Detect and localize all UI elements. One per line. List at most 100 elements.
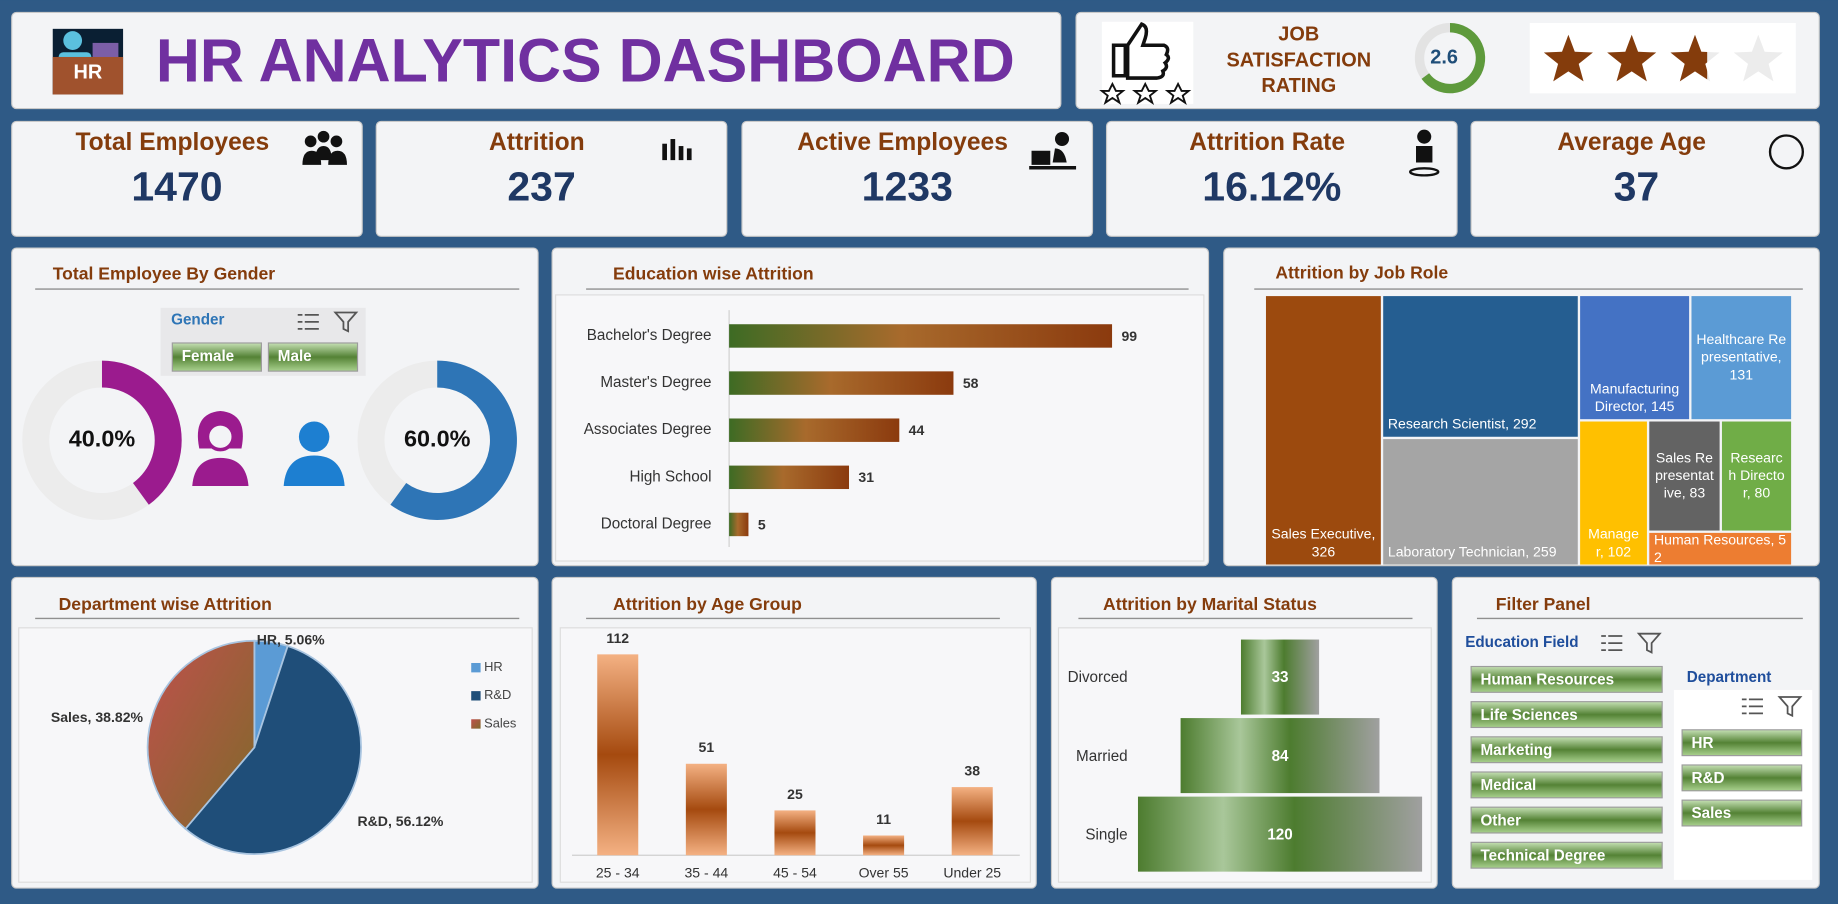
slicer-icons [297, 311, 1803, 718]
value-label: 112 [606, 630, 629, 646]
section-rules [35, 288, 1803, 620]
bar [774, 810, 816, 856]
dashboard-title: HR ANALYTICS DASHBOARD [156, 26, 1015, 94]
donut-label: 60.0% [404, 425, 471, 451]
tile-label: Manager, 102 [1588, 525, 1639, 560]
pie-slice [146, 639, 256, 831]
tile-label: Manufacturing Director, 145 [1590, 380, 1680, 415]
header-icon [52, 28, 124, 95]
tile-label: Healthcare Representative, 131 [1696, 331, 1787, 383]
kpi-title: Average Age [1557, 129, 1706, 156]
category-label: Bachelor's Degree [587, 327, 712, 344]
slicer-item: Sales [1691, 805, 1731, 822]
funnel-bar [1180, 718, 1380, 794]
tile-label: Sales Representative, 83 [1655, 449, 1714, 502]
bar [729, 418, 900, 442]
star [1543, 34, 1593, 82]
kpi-value: 1233 [862, 163, 953, 209]
slicer-item: Life Sciences [1480, 707, 1577, 724]
category-label: 35 - 44 [684, 865, 728, 881]
kpi-title: Active Employees [797, 129, 1008, 156]
kpi-value: 1470 [131, 163, 222, 209]
slicer-item: Medical [1480, 777, 1536, 794]
slicer-item: Marketing [1480, 742, 1552, 759]
star-empty [1733, 34, 1783, 82]
treemap-tile [1721, 421, 1792, 531]
donut-segment [101, 360, 182, 505]
chart-title: Attrition by Age Group [613, 594, 802, 614]
value-label: 11 [876, 811, 891, 827]
slicer-button [1681, 764, 1803, 792]
category-label: 25 - 34 [596, 865, 640, 881]
tile-label: Research Director, 80 [1728, 449, 1785, 502]
chart-title: Department wise Attrition [59, 594, 272, 614]
bar [685, 763, 727, 856]
slicer-button [1470, 771, 1663, 799]
donut-label: 40.0% [69, 425, 136, 451]
bar [729, 371, 954, 395]
kpi-value: 16.12% [1202, 163, 1341, 209]
slicer-button [1470, 736, 1663, 764]
slicer-item: Female [182, 348, 234, 365]
category-label: Under 25 [943, 865, 1001, 881]
kpi-value: 237 [507, 163, 575, 209]
kpi-title: Attrition Rate [1189, 129, 1345, 156]
female-icon [192, 410, 249, 486]
treemap-tile [1580, 421, 1647, 565]
slicer-title: Department [1687, 669, 1772, 686]
legend-swatch [471, 719, 481, 729]
bar [729, 512, 749, 537]
category-label: Single [1085, 826, 1127, 843]
slicer-item: HR [1691, 735, 1713, 752]
tile-label-box: Sales Executive, 326 [1271, 526, 1375, 560]
slicer-item: Male [278, 348, 312, 365]
slicer-button [1470, 841, 1663, 869]
chart-title: Attrition by Marital Status [1103, 594, 1317, 614]
slicer-title: Education Field [1465, 634, 1578, 651]
kpi-title: Total Employees [75, 129, 269, 156]
gauge-arc [1421, 22, 1486, 94]
tile-label: Research Scientist, 292 [1387, 415, 1537, 433]
category-label: Associates Degree [584, 421, 712, 438]
treemap-tile [1580, 296, 1690, 420]
bar [729, 324, 1113, 348]
legend-swatch [471, 662, 481, 673]
category-label: High School [629, 468, 711, 485]
treemap-tile [1649, 532, 1792, 565]
tile-label-box: Manufacturing Director, 145 [1590, 380, 1680, 415]
tile-label-box: Sales Representative, 83 [1655, 449, 1714, 502]
tile-label-box: Laboratory Technician, 259 [1387, 543, 1557, 560]
value-label: 5 [758, 516, 766, 532]
slice-label: HR, 5.06% [257, 631, 325, 647]
bar [729, 465, 850, 490]
slice-label: R&D, 56.12% [358, 813, 444, 829]
tile-label-box: Research Scientist, 292 [1387, 415, 1537, 433]
treemap-tile [1691, 296, 1792, 420]
category-label: Married [1076, 748, 1128, 765]
star-fill [1543, 34, 1708, 82]
slicer-button [1681, 729, 1803, 757]
category-label: Over 55 [859, 865, 909, 881]
slicer-button [1470, 665, 1663, 693]
value-label: 99 [1121, 328, 1137, 344]
tile-label: Human Resources, 52 [1653, 532, 1787, 565]
treemap-tile [1649, 421, 1720, 531]
tile-label-box: Human Resources, 52 [1653, 532, 1787, 565]
tile-label-box: Healthcare Representative, 131 [1696, 331, 1787, 383]
value-label: 51 [699, 739, 715, 755]
slicer-button [1681, 799, 1803, 827]
slicer-button [171, 342, 262, 372]
slicer-item: Other [1480, 812, 1521, 829]
funnel-bar [1137, 796, 1423, 872]
legend-label: R&D [484, 687, 511, 702]
slicer-item: R&D [1691, 770, 1724, 787]
funnel-bar [1240, 639, 1320, 715]
slicer-title: Gender [171, 312, 224, 329]
category-label: Master's Degree [600, 374, 711, 391]
value-label: 44 [909, 422, 925, 438]
bar [597, 654, 639, 856]
tile-label: Laboratory Technician, 259 [1387, 543, 1557, 560]
thumbs-icon [1099, 21, 1194, 105]
category-label: 45 - 54 [773, 865, 817, 881]
